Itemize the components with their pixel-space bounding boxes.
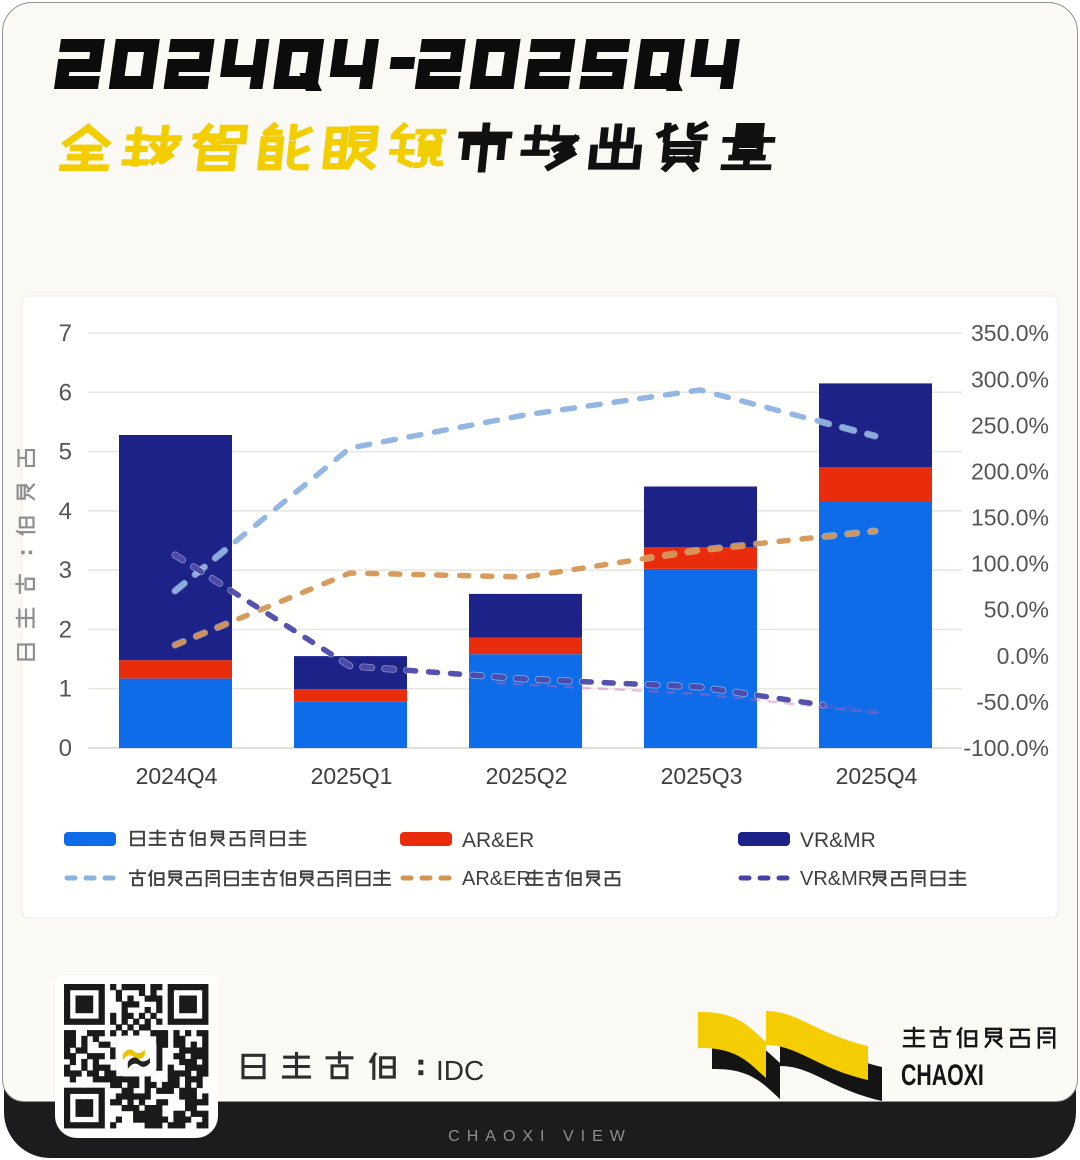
svg-text:7: 7 <box>59 320 72 347</box>
svg-text:2025Q4: 2025Q4 <box>836 763 918 789</box>
svg-text:VR&MR: VR&MR <box>800 829 876 852</box>
svg-text:VR&MR: VR&MR <box>800 868 872 890</box>
svg-text:0.0%: 0.0% <box>997 643 1049 669</box>
svg-text:200.0%: 200.0% <box>971 459 1049 485</box>
svg-text:300.0%: 300.0% <box>971 366 1049 392</box>
svg-text:2025Q1: 2025Q1 <box>311 763 393 789</box>
svg-text:6: 6 <box>59 379 72 406</box>
svg-text:AR&ER: AR&ER <box>462 868 531 890</box>
svg-text:2: 2 <box>59 616 72 643</box>
svg-text:350.0%: 350.0% <box>971 320 1049 346</box>
svg-text:IDC: IDC <box>436 1055 484 1086</box>
svg-text:CHAOXI VIEW: CHAOXI VIEW <box>448 1128 632 1145</box>
svg-text:2025Q3: 2025Q3 <box>661 763 743 789</box>
svg-text:4: 4 <box>59 498 72 525</box>
svg-text:0: 0 <box>59 735 72 762</box>
svg-text:100.0%: 100.0% <box>971 551 1049 577</box>
svg-text:3: 3 <box>59 557 72 584</box>
svg-text:2024Q4: 2024Q4 <box>136 763 218 789</box>
svg-text:CHAOXI: CHAOXI <box>901 1057 984 1092</box>
svg-text:2025Q2: 2025Q2 <box>486 763 568 789</box>
svg-text:150.0%: 150.0% <box>971 505 1049 531</box>
svg-text:AR&ER: AR&ER <box>462 829 534 852</box>
svg-text:50.0%: 50.0% <box>984 597 1049 623</box>
svg-text:1: 1 <box>59 676 72 703</box>
svg-text:5: 5 <box>59 439 72 466</box>
svg-text:250.0%: 250.0% <box>971 412 1049 438</box>
svg-text:-100.0%: -100.0% <box>963 735 1049 761</box>
svg-text:-50.0%: -50.0% <box>976 689 1049 715</box>
